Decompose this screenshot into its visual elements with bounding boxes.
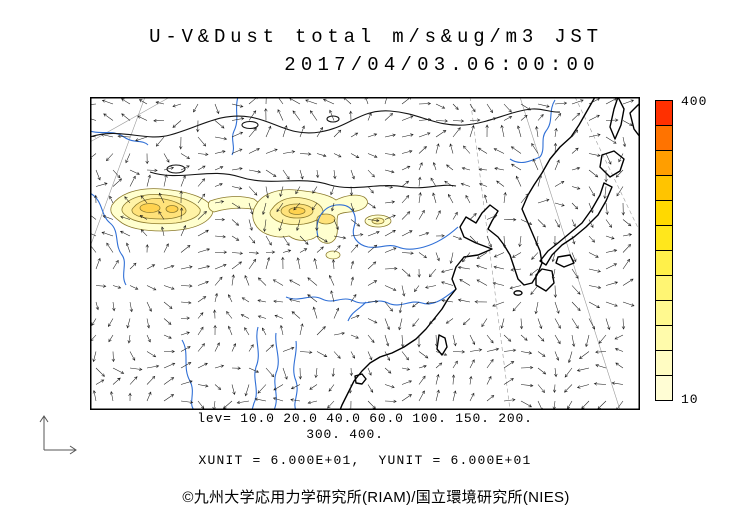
colorbar-segment	[656, 376, 672, 400]
colorbar-segment	[656, 251, 672, 276]
map-plot	[90, 97, 640, 410]
colorbar-segment	[656, 326, 672, 351]
colorbar-segment	[656, 301, 672, 326]
contour-levels-line2: 300. 400.	[306, 427, 384, 442]
colorbar-segment	[656, 151, 672, 176]
colorbar-segment	[656, 101, 672, 126]
colorbar-segment	[656, 226, 672, 251]
colorbar-segment	[656, 351, 672, 376]
unit-line: XUNIT = 6.000E+01, YUNIT = 6.000E+01	[198, 453, 532, 468]
colorbar-segment	[656, 276, 672, 301]
coastlines	[339, 97, 640, 410]
chart-title: U-V&Dust total m/s&ug/m3 JST	[149, 26, 603, 48]
colorbar-segment	[656, 176, 672, 201]
contour-levels-line1: lev= 10.0 20.0 40.0 60.0 100. 150. 200.	[197, 411, 533, 426]
axis-arrows-icon	[39, 415, 77, 455]
colorbar-segment	[656, 126, 672, 151]
dust-contours	[110, 188, 392, 260]
colorbar-segment	[656, 201, 672, 226]
graticule-lines	[90, 97, 640, 410]
map-border	[90, 97, 640, 410]
map-frame	[90, 97, 640, 410]
wind-vector-field	[90, 97, 635, 410]
colorbar-max-label: 400	[681, 94, 708, 109]
colorbar-min-label: 10	[681, 392, 699, 407]
colorbar	[655, 100, 673, 401]
chart-timestamp: 2017/04/03.06:00:00	[284, 54, 600, 76]
credit-line: ©九州大学応用力学研究所(RIAM)/国立環境研究所(NIES)	[182, 489, 570, 506]
